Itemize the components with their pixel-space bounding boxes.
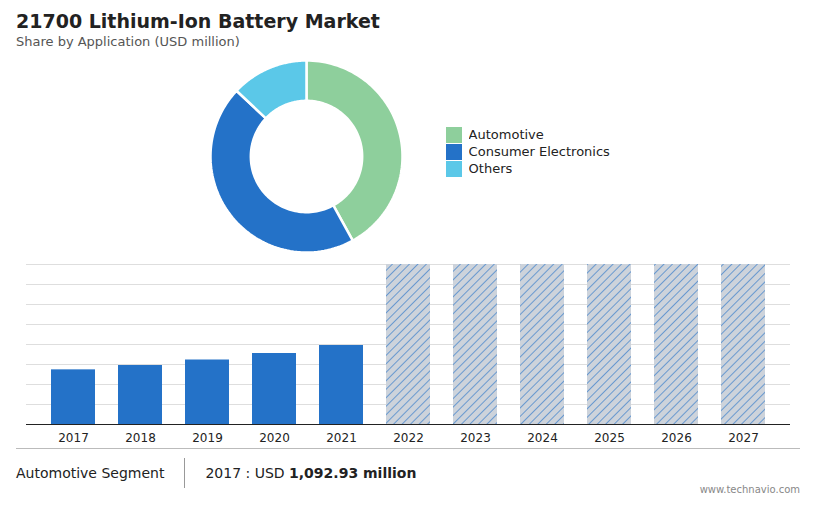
svg-text:2027: 2027	[728, 431, 759, 445]
svg-text:2025: 2025	[594, 431, 625, 445]
svg-text:2023: 2023	[460, 431, 491, 445]
html-text:Share by Application (USD mill: Share by Application (USD million)	[16, 34, 240, 49]
html-text:www.technavio.com: www.technavio.com	[699, 484, 800, 495]
svg-text:2026: 2026	[661, 431, 692, 445]
html-text:Automotive Segment: Automotive Segment	[16, 465, 165, 481]
svg-text:2024: 2024	[527, 431, 558, 445]
svg-text:2017: 2017	[58, 431, 89, 445]
svg-text:2022: 2022	[393, 431, 424, 445]
svg-text:2020: 2020	[259, 431, 290, 445]
html-text:Consumer Electronics: Consumer Electronics	[468, 144, 610, 160]
svg-text:2018: 2018	[125, 431, 156, 445]
html-text:21700 Lithium-Ion Battery Mark: 21700 Lithium-Ion Battery Market	[16, 10, 380, 32]
html-text:Automotive: Automotive	[468, 127, 544, 143]
svg-text:2019: 2019	[192, 431, 223, 445]
html-text:2017 : USD 1,092.93 million: 2017 : USD 1,092.93 million	[205, 465, 417, 481]
svg-text:2021: 2021	[326, 431, 357, 445]
html-text:Others: Others	[468, 161, 513, 177]
